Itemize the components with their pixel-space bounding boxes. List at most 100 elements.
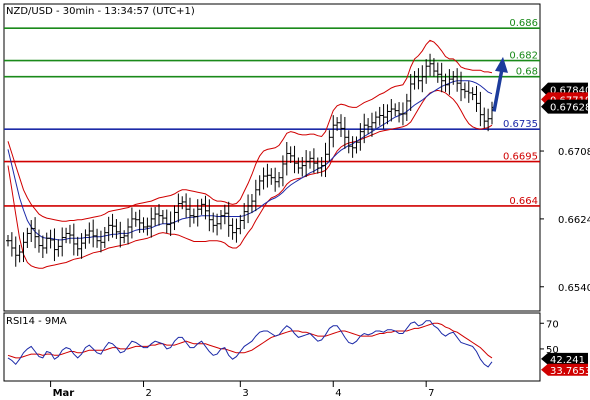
- price-bar: [366, 118, 371, 134]
- price-bar: [315, 157, 320, 174]
- price-bar: [67, 224, 72, 244]
- price-bar: [60, 227, 65, 257]
- price-bar: [153, 206, 158, 227]
- price-bar: [358, 123, 363, 151]
- price-bar: [199, 198, 204, 215]
- price-bar: [338, 114, 343, 137]
- price-bar: [319, 157, 324, 177]
- price-bar: [118, 221, 123, 248]
- price-bar: [466, 81, 471, 103]
- price-bar: [87, 222, 92, 244]
- price-bar: [29, 220, 34, 243]
- price-badge-2: [541, 99, 588, 114]
- rsi-badge-label-1: 33.7653: [550, 366, 590, 377]
- price-bar: [269, 168, 274, 185]
- price-bar: [114, 219, 119, 239]
- rsi-panel: [3, 312, 541, 382]
- price-bar: [373, 111, 378, 129]
- price-bar: [218, 210, 223, 230]
- price-bar: [71, 223, 76, 256]
- price-bar: [17, 244, 22, 263]
- price-bar: [83, 229, 88, 249]
- price-bar: [389, 99, 394, 122]
- price-bar: [482, 107, 487, 129]
- price-bar: [342, 116, 347, 149]
- rsi-badge-1: [541, 363, 588, 376]
- price-tick-label-1: 0.6624: [558, 215, 590, 226]
- price-bar: [447, 69, 452, 95]
- price-bar: [443, 73, 448, 92]
- chart-title: NZD/USD - 30min - 13:34:57 (UTC+1): [6, 6, 195, 17]
- price-bar: [106, 216, 111, 242]
- price-bar: [137, 209, 142, 233]
- time-tick-label-2: 3: [242, 388, 248, 399]
- price-bar: [211, 212, 216, 233]
- price-bar: [486, 108, 491, 132]
- price-levels: 0.686 0.682 0.68 0.6735 0.6695 0.664: [4, 18, 540, 207]
- level-label-0: 0.686: [509, 18, 538, 29]
- price-bar: [157, 204, 162, 226]
- price-bar: [25, 227, 30, 248]
- price-bar: [253, 179, 258, 212]
- price-bar: [234, 218, 239, 243]
- price-bar: [277, 172, 282, 188]
- price-bar: [439, 62, 444, 93]
- price-bar: [404, 93, 409, 121]
- price-bar: [56, 239, 61, 257]
- price-bar: [102, 226, 107, 248]
- price-bar: [346, 130, 351, 154]
- price-bar: [246, 194, 251, 224]
- price-bars: [6, 53, 494, 267]
- time-axis: Mar 2 3 4 7: [50, 381, 435, 399]
- rsi-badge-0: [541, 352, 588, 365]
- time-tick-label-3: 4: [335, 388, 341, 399]
- price-bar: [129, 207, 134, 239]
- price-bar: [431, 58, 436, 77]
- price-bar: [149, 207, 154, 238]
- price-bar: [79, 233, 84, 259]
- price-bar: [420, 65, 425, 93]
- price-bar: [459, 71, 464, 102]
- price-bar: [9, 232, 14, 257]
- price-bar: [184, 193, 189, 218]
- price-bar: [195, 199, 200, 227]
- price-bar: [44, 232, 49, 254]
- rsi-title: RSI14 - 9MA: [6, 316, 67, 327]
- price-bar: [385, 104, 390, 125]
- rsi-tick-label-0: 70: [546, 319, 559, 330]
- price-bar: [354, 136, 359, 154]
- price-bar: [222, 204, 227, 225]
- price-bar: [381, 104, 386, 129]
- level-label-1: 0.682: [509, 51, 538, 62]
- price-bar: [187, 197, 192, 228]
- price-bar: [168, 211, 173, 237]
- price-bar: [296, 157, 301, 174]
- price-bar: [160, 210, 165, 224]
- price-bar: [362, 113, 367, 144]
- price-bar: [350, 136, 355, 158]
- bollinger-bands: [7, 39, 493, 269]
- price-bar: [226, 201, 231, 237]
- price-bar: [478, 91, 483, 127]
- price-axis: 0.6540 0.6624 0.6708: [540, 147, 590, 294]
- price-bar: [288, 146, 293, 163]
- level-label-2: 0.68: [516, 67, 538, 78]
- price-bar: [203, 195, 208, 220]
- arrow-shaft: [492, 68, 504, 112]
- level-label-3: 0.6735: [503, 119, 538, 130]
- price-bar: [300, 157, 305, 177]
- price-bar: [327, 130, 332, 162]
- price-bar: [13, 236, 18, 267]
- price-bar: [133, 211, 138, 227]
- price-bar: [249, 194, 254, 214]
- price-bar: [95, 228, 100, 248]
- price-bar: [257, 175, 262, 196]
- price-bar: [180, 196, 185, 210]
- price-bar: [261, 167, 266, 190]
- price-bar: [110, 213, 115, 238]
- price-badge-label-2: 0.67628: [550, 103, 590, 114]
- price-bar: [36, 229, 41, 253]
- price-bar: [172, 205, 177, 231]
